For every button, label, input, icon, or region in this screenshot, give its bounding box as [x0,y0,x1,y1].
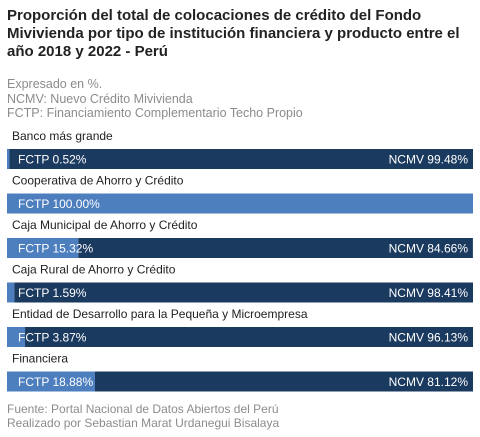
bar-ncmv [94,371,473,392]
bar-fctp [7,149,10,169]
ncmv-data-label: NCMV 98.41% [389,286,469,300]
subtitle-line: NCMV: Nuevo Crédito Mivivienda [7,91,193,106]
category-label: Financiera [12,352,68,366]
fctp-data-label: FCTP 3.87% [18,331,87,345]
category-label: Cooperativa de Ahorro y Crédito [12,174,184,188]
ncmv-data-label: NCMV 84.66% [389,242,469,256]
chart-caption: Fuente: Portal Nacional de Datos Abierto… [7,402,475,430]
bar-ncmv [9,149,474,169]
ncmv-data-label: NCMV 96.13% [389,331,469,345]
bar-fctp [7,193,473,214]
author-note: Realizado por Sebastian Marat Urdanegui … [7,416,280,430]
bar-ncmv [25,327,473,347]
category-label: Caja Rural de Ahorro y Crédito [12,263,176,277]
fctp-data-label: FCTP 1.59% [18,286,87,300]
bar-fctp [7,238,79,258]
bar-ncmv [14,282,474,303]
chart-title: Proporción del total de colocaciones de … [7,7,460,60]
bar-ncmv [78,238,473,258]
bar-fctp [7,282,15,303]
fctp-data-label: FCTP 100.00% [18,197,100,211]
ncmv-data-label: NCMV 81.12% [389,375,469,389]
ncmv-data-label: NCMV 99.48% [389,153,469,167]
source-note: Fuente: Portal Nacional de Datos Abierto… [7,402,279,416]
subtitle-line: Expresado en %. [7,77,103,91]
fctp-data-label: FCTP 18.88% [18,375,93,389]
bar-fctp [7,371,95,392]
category-label: Banco más grande [12,129,113,143]
bar-fctp [7,327,26,347]
category-label: Entidad de Desarrollo para la Pequeña y … [12,307,308,321]
chart-subtitle: Expresado en %. NCMV: Nuevo Crédito Mivi… [7,77,475,121]
fctp-data-label: FCTP 15.32% [18,242,93,256]
category-label: Caja Municipal de Ahorro y Crédito [12,218,198,232]
fctp-data-label: FCTP 0.52% [18,153,87,167]
subtitle-line: FCTP: Financiamiento Complementario Tech… [7,106,303,120]
